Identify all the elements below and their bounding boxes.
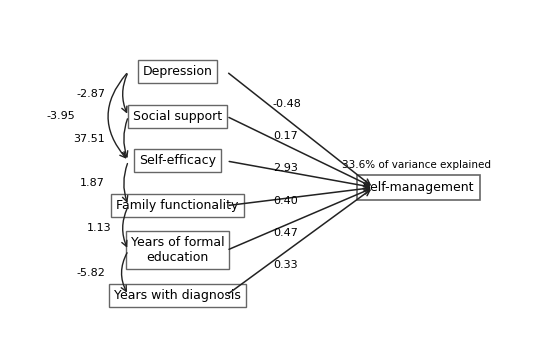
Text: 0.40: 0.40 [273,196,298,205]
Text: Years with diagnosis: Years with diagnosis [114,289,241,302]
Text: Family functionality: Family functionality [116,199,239,212]
Text: 0.17: 0.17 [273,131,298,141]
Text: 1.13: 1.13 [87,223,111,233]
Text: 37.51: 37.51 [73,134,105,144]
Text: Social support: Social support [133,110,222,123]
Text: -2.87: -2.87 [76,89,105,99]
Text: -3.95: -3.95 [46,111,75,121]
Text: Self-efficacy: Self-efficacy [139,154,216,167]
Text: 0.33: 0.33 [273,260,298,270]
Text: 2.93: 2.93 [273,163,298,174]
Text: -5.82: -5.82 [76,268,105,278]
Text: Years of formal
education: Years of formal education [131,236,224,264]
Text: 1.87: 1.87 [80,178,105,188]
Text: -0.48: -0.48 [273,99,301,109]
Text: Self-management: Self-management [362,181,474,194]
Text: Depression: Depression [142,65,212,78]
Text: 33.6% of variance explained: 33.6% of variance explained [342,160,491,170]
Text: 0.47: 0.47 [273,228,298,238]
